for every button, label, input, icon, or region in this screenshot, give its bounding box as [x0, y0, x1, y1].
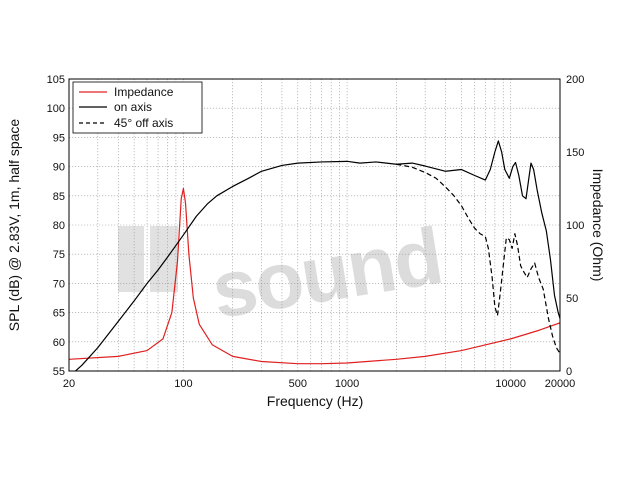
legend-label-on-axis: on axis	[114, 100, 152, 114]
series-line-off-axis	[396, 163, 560, 354]
y-right-tick-label: 0	[566, 366, 572, 378]
series-layer	[69, 140, 560, 371]
legend-label-impedance: Impedance	[114, 85, 174, 99]
x-tick-label: 1000	[335, 378, 359, 390]
series-line-impedance	[69, 187, 560, 365]
series-line-on-axis	[74, 140, 560, 371]
x-tick-label: 20	[63, 378, 75, 390]
x-tick-label: 500	[289, 378, 307, 390]
y-left-tick-label: 65	[53, 308, 65, 320]
y-right-tick-label: 150	[566, 147, 584, 159]
y-left-tick-label: 60	[53, 337, 65, 349]
watermark-block	[150, 226, 178, 292]
y-left-axis-ticks: 55 60 65 70 75 80 85 90 95 100 105	[47, 74, 65, 378]
x-tick-label: 100	[174, 378, 192, 390]
x-tick-label: 10000	[495, 378, 526, 390]
y-right-tick-label: 200	[566, 74, 584, 86]
plot-frame	[68, 78, 561, 372]
y-left-tick-label: 70	[53, 278, 65, 290]
x-axis-title: Frequency (Hz)	[267, 393, 363, 409]
y-left-tick-label: 75	[53, 249, 65, 261]
y-left-axis-title: SPL (dB) @ 2.83V, 1m, half space	[6, 119, 22, 332]
y-left-tick-label: 90	[53, 162, 65, 174]
y-right-tick-label: 50	[566, 293, 578, 305]
legend-label-off-axis: 45° off axis	[114, 116, 173, 130]
y-left-tick-label: 105	[47, 74, 65, 86]
x-axis-ticks: 20 100 500 1000 10000 20000	[63, 378, 575, 390]
watermark-text: sound	[206, 211, 447, 335]
legend: Impedance on axis 45° off axis	[72, 81, 203, 134]
x-tick-label: 20000	[545, 378, 576, 390]
y-right-axis-ticks: 0 50 100 150 200	[566, 74, 584, 378]
y-right-tick-label: 100	[566, 220, 584, 232]
y-left-tick-label: 55	[53, 366, 65, 378]
y-left-tick-label: 100	[47, 103, 65, 115]
y-left-tick-label: 80	[53, 220, 65, 232]
y-left-tick-label: 95	[53, 132, 65, 144]
watermark-block	[118, 226, 144, 292]
y-left-tick-label: 85	[53, 191, 65, 203]
y-right-axis-title: Impedance (Ohm)	[590, 169, 606, 282]
